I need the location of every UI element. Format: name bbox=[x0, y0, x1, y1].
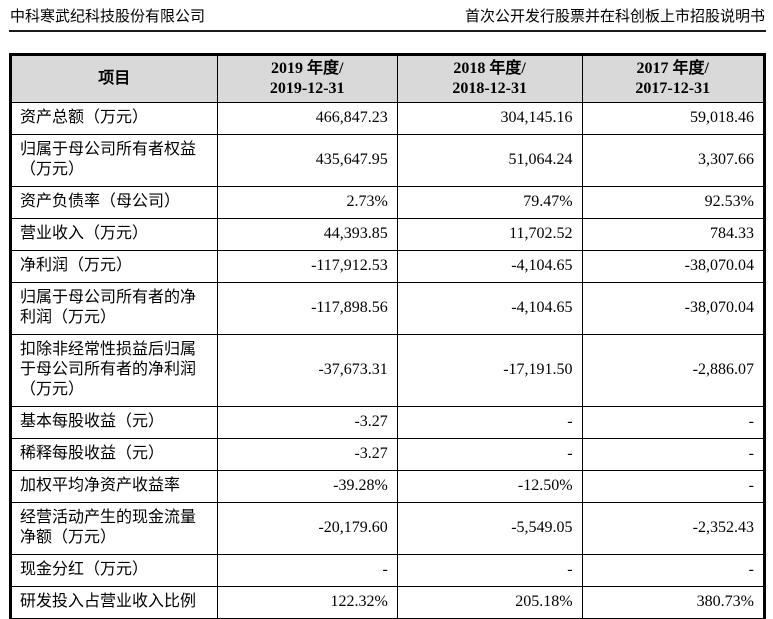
table-row: 扣除非经常性损益后归属于母公司所有者的净利润（万元） -37,673.31 -17,… bbox=[10, 334, 766, 407]
row-label: 现金分红（万元） bbox=[10, 554, 218, 587]
column-header-2019: 2019 年度/ 2019-12-31 bbox=[216, 54, 398, 103]
row-value: 51,064.24 bbox=[396, 134, 583, 187]
column-header-2017: 2017 年度/ 2017-12-31 bbox=[581, 54, 766, 103]
row-value: 784.33 bbox=[581, 218, 766, 251]
table-row: 现金分红（万元） - - - bbox=[10, 554, 766, 587]
table-row: 营业收入（万元） 44,393.85 11,702.52 784.33 bbox=[10, 218, 766, 251]
row-label: 加权平均净资产收益率 bbox=[10, 470, 218, 503]
column-header-line1: 2018 年度/ bbox=[453, 60, 526, 77]
column-header-line1: 2017 年度/ bbox=[636, 60, 709, 77]
row-label: 经营活动产生的现金流量净额（万元） bbox=[10, 502, 218, 555]
row-value: 92.53% bbox=[581, 186, 766, 219]
row-value: -38,070.04 bbox=[581, 282, 766, 335]
row-value: -4,104.65 bbox=[396, 250, 583, 283]
column-header-line1: 2019 年度/ bbox=[270, 60, 344, 77]
row-label: 基本每股收益（元） bbox=[10, 406, 218, 439]
table-row: 基本每股收益（元） -3.27- - bbox=[10, 406, 766, 439]
row-value: 59,018.46 bbox=[581, 102, 766, 135]
row-label: 资产负债率（母公司） bbox=[10, 186, 218, 219]
table-header: 项目 2019 年度/ 2019-12-31 2018 年度/ 2018-12-… bbox=[10, 54, 766, 103]
financial-summary-table: 项目 2019 年度/ 2019-12-31 2018 年度/ 2018-12-… bbox=[9, 53, 766, 619]
table-row: 归属于母公司所有者权益（万元） 435,647.95 51,064.24 3,307.… bbox=[10, 134, 766, 187]
row-value: -4,104.65 bbox=[396, 282, 583, 335]
row-value: -37,673.31 bbox=[216, 334, 398, 407]
table-body: 资产总额（万元） 466,847.23 304,145.16 59,018.46 归属于… bbox=[10, 102, 766, 619]
row-value: -3.27 bbox=[216, 438, 398, 471]
table-header-row: 项目 2019 年度/ 2019-12-31 2018 年度/ 2018-12-… bbox=[10, 54, 766, 103]
row-value: -117,898.56 bbox=[216, 282, 398, 335]
company-name: 中科寒武纪科技股份有限公司 bbox=[10, 9, 206, 25]
column-header-2018: 2018 年度/ 2018-12-31 bbox=[396, 54, 583, 103]
row-value: - bbox=[396, 406, 583, 439]
row-value: 304,145.16 bbox=[396, 102, 583, 135]
row-value: -12.50% bbox=[396, 470, 583, 503]
table-row: 归属于母公司所有者的净利润（万元） -117,898.56 -4,104.65 -38… bbox=[10, 282, 766, 335]
row-value: 11,702.52 bbox=[396, 218, 583, 251]
row-label: 研发投入占营业收入比例 bbox=[10, 586, 218, 619]
row-label: 归属于母公司所有者权益（万元） bbox=[10, 134, 218, 187]
row-label: 稀释每股收益（元） bbox=[10, 438, 218, 471]
table-row: 经营活动产生的现金流量净额（万元） -20,179.60 -5,549.05 -2,3… bbox=[10, 502, 766, 555]
column-header-line2: 2018-12-31 bbox=[452, 80, 527, 97]
row-value: 79.47% bbox=[396, 186, 583, 219]
row-value: 205.18% bbox=[396, 586, 583, 619]
row-value: 380.73% bbox=[581, 586, 766, 619]
table-row: 稀释每股收益（元） -3.27- - bbox=[10, 438, 766, 471]
row-value: 3,307.66 bbox=[581, 134, 766, 187]
row-value: -5,549.05 bbox=[396, 502, 583, 555]
row-value: -117,912.53 bbox=[216, 250, 398, 283]
row-value: - bbox=[216, 554, 398, 587]
row-value: -17,191.50 bbox=[396, 334, 583, 407]
row-value: - bbox=[581, 438, 766, 471]
table-row: 资产负债率（母公司） 2.73% 79.47% 92.53% bbox=[10, 186, 766, 219]
row-value: 44,393.85 bbox=[216, 218, 398, 251]
row-value: - bbox=[396, 438, 583, 471]
row-label: 归属于母公司所有者的净利润（万元） bbox=[10, 282, 218, 335]
row-value: 435,647.95 bbox=[216, 134, 398, 187]
column-header-line2: 2019-12-31 bbox=[269, 80, 345, 97]
row-label: 净利润（万元） bbox=[10, 250, 218, 283]
row-value: -38,070.04 bbox=[581, 250, 766, 283]
row-value: -2,352.43 bbox=[581, 502, 766, 555]
row-label: 扣除非经常性损益后归属于母公司所有者的净利润（万元） bbox=[10, 334, 218, 407]
table-row: 净利润（万元） -117,912.53 -4,104.65 -38,070.04 bbox=[10, 250, 766, 283]
row-value: -2,886.07 bbox=[581, 334, 766, 407]
row-value: - bbox=[581, 470, 766, 503]
column-header-line2: 2017-12-31 bbox=[635, 80, 711, 97]
row-value: 2.73% bbox=[216, 186, 398, 219]
column-header-item: 项目 bbox=[10, 54, 218, 103]
table-row: 研发投入占营业收入比例 122.32% 205.18% 380.73% bbox=[10, 586, 766, 619]
table-row: 加权平均净资产收益率 -39.28% -12.50% - bbox=[10, 470, 766, 503]
row-value: -39.28% bbox=[216, 470, 398, 503]
row-value: -3.27 bbox=[216, 406, 398, 439]
row-value: - bbox=[396, 554, 583, 587]
row-value: - bbox=[581, 554, 766, 587]
row-value: 122.32% bbox=[216, 586, 398, 619]
table-row: 资产总额（万元） 466,847.23 304,145.16 59,018.46 bbox=[10, 102, 766, 135]
row-label: 营业收入（万元） bbox=[10, 218, 218, 251]
row-value: -20,179.60 bbox=[216, 502, 398, 555]
row-value: - bbox=[581, 406, 766, 439]
row-value: 466,847.23 bbox=[216, 102, 398, 135]
row-label: 资产总额（万元） bbox=[10, 102, 218, 135]
document-title: 首次公开发行股票并在科创板上市招股说明书 bbox=[464, 9, 765, 25]
page-header: 中科寒武纪科技股份有限公司 首次公开发行股票并在科创板上市招股说明书 bbox=[9, 0, 766, 32]
